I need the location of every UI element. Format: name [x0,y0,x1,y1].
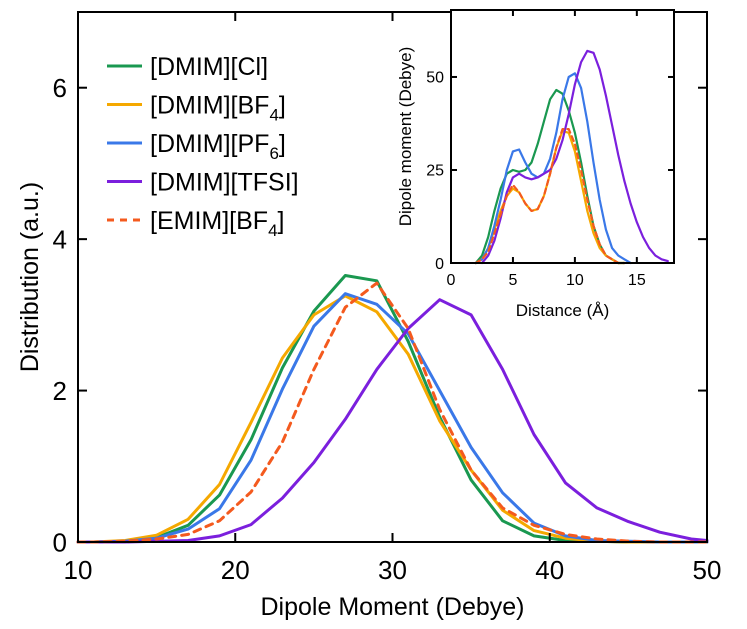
legend-label-main: [DMIM][Cl] [150,53,268,81]
main-x-axis-title: Dipole Moment (Debye) [261,593,525,621]
legend-label-main: [DMIM][PF [150,130,269,158]
inset-x-axis-title: Distance (Å) [516,301,610,320]
main-series-line [76,294,709,544]
inset-x-tick-label: 5 [508,272,517,289]
inset-plot: 0 5 10 15 0 25 50 Distance (Å) Dipole moment (De… [396,9,675,320]
main-x-tick-label: 30 [378,555,407,585]
legend-label: [EMIM][BF4] [150,207,284,240]
legend-label-tail: ] [279,92,286,120]
legend-label-subscript: 4 [269,106,278,125]
main-x-tick-label: 20 [221,555,250,585]
inset-y-axis-title: Dipole moment (Debye) [396,47,415,227]
main-x-tick-label: 40 [535,555,564,585]
main-series-line [76,274,709,544]
legend-label: [DMIM][BF4] [150,92,286,125]
legend-label: [DMIM][TFSI] [150,169,299,197]
legend-label-main: [DMIM][BF [150,92,269,120]
main-series-line [76,298,709,544]
main-x-tick-label: 10 [64,555,93,585]
legend-label-tail: ] [279,130,286,158]
legend-label: [DMIM][Cl] [150,53,268,81]
inset-series-line [474,128,626,265]
inset-x-tick-label: 15 [628,272,646,289]
main-y-tick-label: 4 [53,225,67,255]
inset-x-tick-label: 0 [447,272,456,289]
inset-series-line [474,72,632,265]
main-x-tick-label: 50 [693,555,722,585]
legend-label-main: [EMIM][BF [150,207,268,235]
inset-y-tick-label: 25 [426,163,444,180]
main-y-axis-title: Distribution (a.u.) [16,182,44,372]
legend-label-subscript: 6 [269,144,278,163]
inset-y-tick-label: 50 [426,70,444,87]
main-y-tick-label: 0 [53,527,67,557]
main-series-line [76,281,709,544]
main-y-tick-label: 6 [53,73,67,103]
legend-label-main: [DMIM][TFSI] [150,169,299,197]
inset-series-line [480,49,669,265]
legend: [DMIM][Cl][DMIM][BF4][DMIM][PF6][DMIM][T… [107,53,299,240]
inset-axes-frame [450,9,675,264]
inset-x-tick-label: 10 [566,272,584,289]
legend-label: [DMIM][PF6] [150,130,286,163]
legend-label-subscript: 4 [268,221,277,240]
inset-y-tick-label: 0 [435,256,444,273]
legend-label-tail: ] [278,207,285,235]
main-y-tick-label: 2 [53,376,67,406]
